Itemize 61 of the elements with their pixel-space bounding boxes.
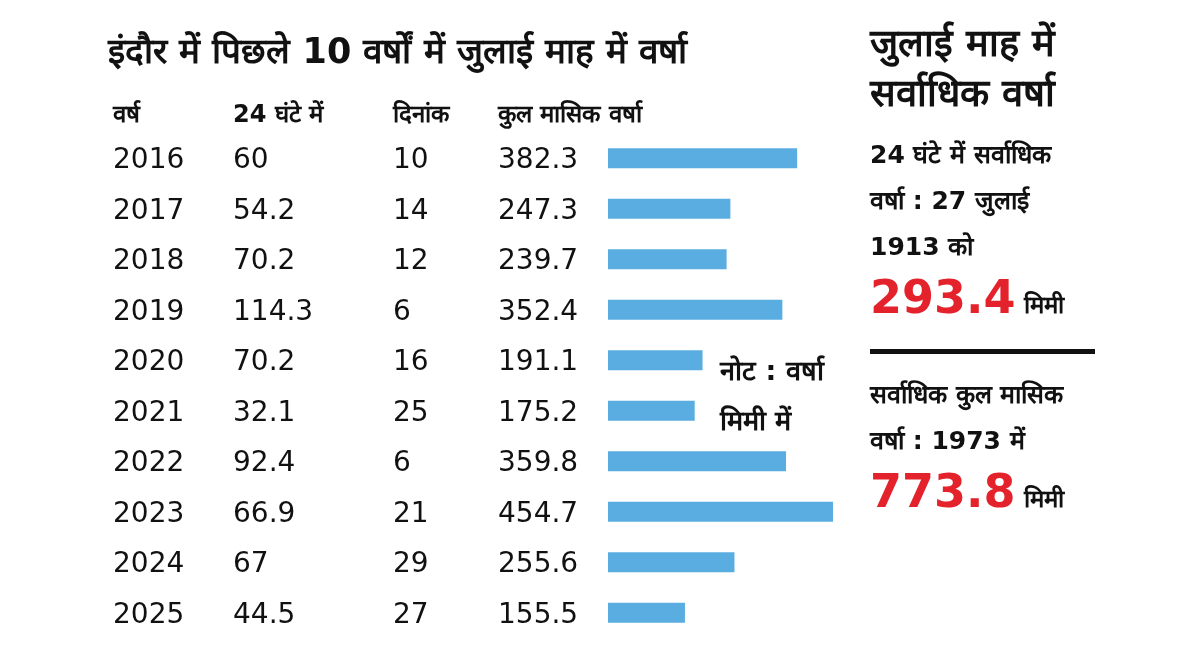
text: 60 [233,142,269,176]
text: 6 [393,445,411,479]
text: 66.9 [233,495,296,529]
data-label: 175.2 [498,394,579,428]
bar [608,148,798,169]
text: 54.2 [233,192,296,226]
bar [608,198,731,219]
data-label: 382.3 [498,142,579,176]
data-label: 454.7 [498,495,579,529]
annotation: नोट : वर्षा मिमी में [720,354,826,438]
text: 32.1 [233,394,296,428]
chart-title: इंदौर में पिछले 10 वर्षों में जुलाई माह में वर्षा [108,30,688,73]
text: 293.4 मिमी [870,270,1064,324]
text: 27 [393,596,429,630]
data-label: 352.4 [498,293,579,327]
y-tick-label: 2023 [113,495,185,529]
text: 6 [393,293,411,327]
data-label: 255.6 [498,546,579,580]
y-tick-label: 2016 [113,142,185,176]
text: 24 घंटे में [233,99,324,129]
text: 67 [233,546,269,580]
text: 29 [393,546,429,580]
text: 24 घंटे में सर्वाधिक वर्षा : 27 जुलाई 1913 को [870,139,1053,263]
y-tick-label: 2019 [113,293,185,327]
data-label: 239.7 [498,243,579,277]
y-tick-label: 2022 [113,445,185,479]
bar [608,552,735,573]
y-tick-label: 2024 [113,546,185,580]
bar [608,249,727,270]
text: 14 [393,192,429,226]
y-tick-label: 2020 [113,344,185,378]
text: 12 [393,243,429,277]
x-axis-title: कुल मासिक वर्षा [498,99,642,129]
data-label: 191.1 [498,344,579,378]
data-label: 359.8 [498,445,579,479]
text: 773.8 मिमी [870,464,1064,518]
y-tick-label: 2018 [113,243,185,277]
bar [608,400,695,421]
y-tick-label: 2025 [113,596,185,630]
bar [608,602,685,623]
text: 16 [393,344,429,378]
data-label: 155.5 [498,596,579,630]
text: 70.2 [233,243,296,277]
text: सर्वाधिक कुल मासिक वर्षा : 1973 में [870,379,1065,457]
text: 21 [393,495,429,529]
text: 114.3 [233,293,314,327]
y-axis-title: वर्ष [113,99,140,129]
bar [608,501,833,522]
text: दिनांक [393,99,449,129]
text: 10 [393,142,429,176]
text: 70.2 [233,344,296,378]
y-tick-label: 2021 [113,394,185,428]
text: 25 [393,394,429,428]
text: 92.4 [233,445,296,479]
y-tick-label: 2017 [113,192,185,226]
bar [608,299,783,320]
bar [608,350,703,371]
text: 44.5 [233,596,296,630]
text: जुलाई माह में सर्वाधिक वर्षा [870,20,1057,117]
data-label: 247.3 [498,192,579,226]
bar [608,451,787,472]
